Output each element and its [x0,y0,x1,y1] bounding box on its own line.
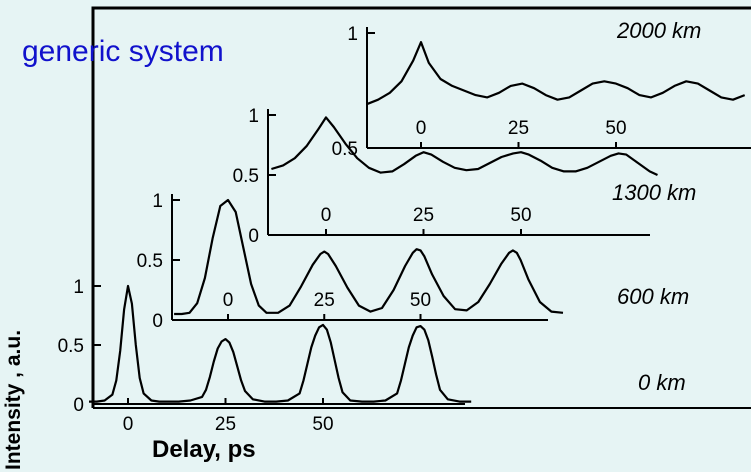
series-label-1300km: 1300 km [612,180,697,205]
x-tick-label-1300km-0: 0 [321,205,332,226]
series-line-600km [174,198,564,316]
y-tick-label-0km-1: 0.5 [58,336,84,357]
y-tick-label-600km-1: 0.5 [137,251,163,272]
series-label-0km: 0 km [638,370,686,395]
x-tick-label-2000km-2: 50 [605,118,626,139]
y-tick-label-1300km-1: 0.5 [233,166,259,187]
series-line-0km [89,284,472,403]
x-tick-label-0km-0: 0 [123,414,134,435]
x-tick-label-1300km-1: 25 [413,205,434,226]
x-tick-label-600km-2: 50 [410,290,431,311]
y-tick-label-1300km-2: 1 [248,106,259,127]
series-line-2000km [365,41,746,106]
y-tick-label-2000km-0: 0.5 [332,139,358,160]
y-tick-label-0km-0: 0 [73,395,84,416]
y-tick-label-600km-2: 1 [152,191,163,212]
x-tick-label-1300km-2: 50 [510,205,531,226]
x-tick-label-2000km-1: 25 [508,118,529,139]
x-tick-label-600km-1: 25 [314,290,335,311]
x-axis-label: Delay, ps [152,436,256,463]
y-tick-label-2000km-1: 1 [347,24,358,45]
series-line-1300km [271,116,658,176]
frame-border [91,6,751,408]
y-axis-label: Intensity , a.u. [2,329,25,470]
x-tick-label-0km-2: 50 [312,414,333,435]
x-tick-label-2000km-0: 0 [416,118,427,139]
y-tick-label-1300km-0: 0 [248,226,259,247]
series-label-2000km: 2000 km [617,18,702,43]
y-tick-label-0km-2: 1 [73,277,84,298]
heading: generic system [22,35,224,68]
y-tick-label-600km-0: 0 [152,311,163,332]
x-tick-label-600km-0: 0 [223,290,234,311]
x-tick-label-0km-1: 25 [215,414,236,435]
series-label-600km: 600 km [617,284,690,309]
